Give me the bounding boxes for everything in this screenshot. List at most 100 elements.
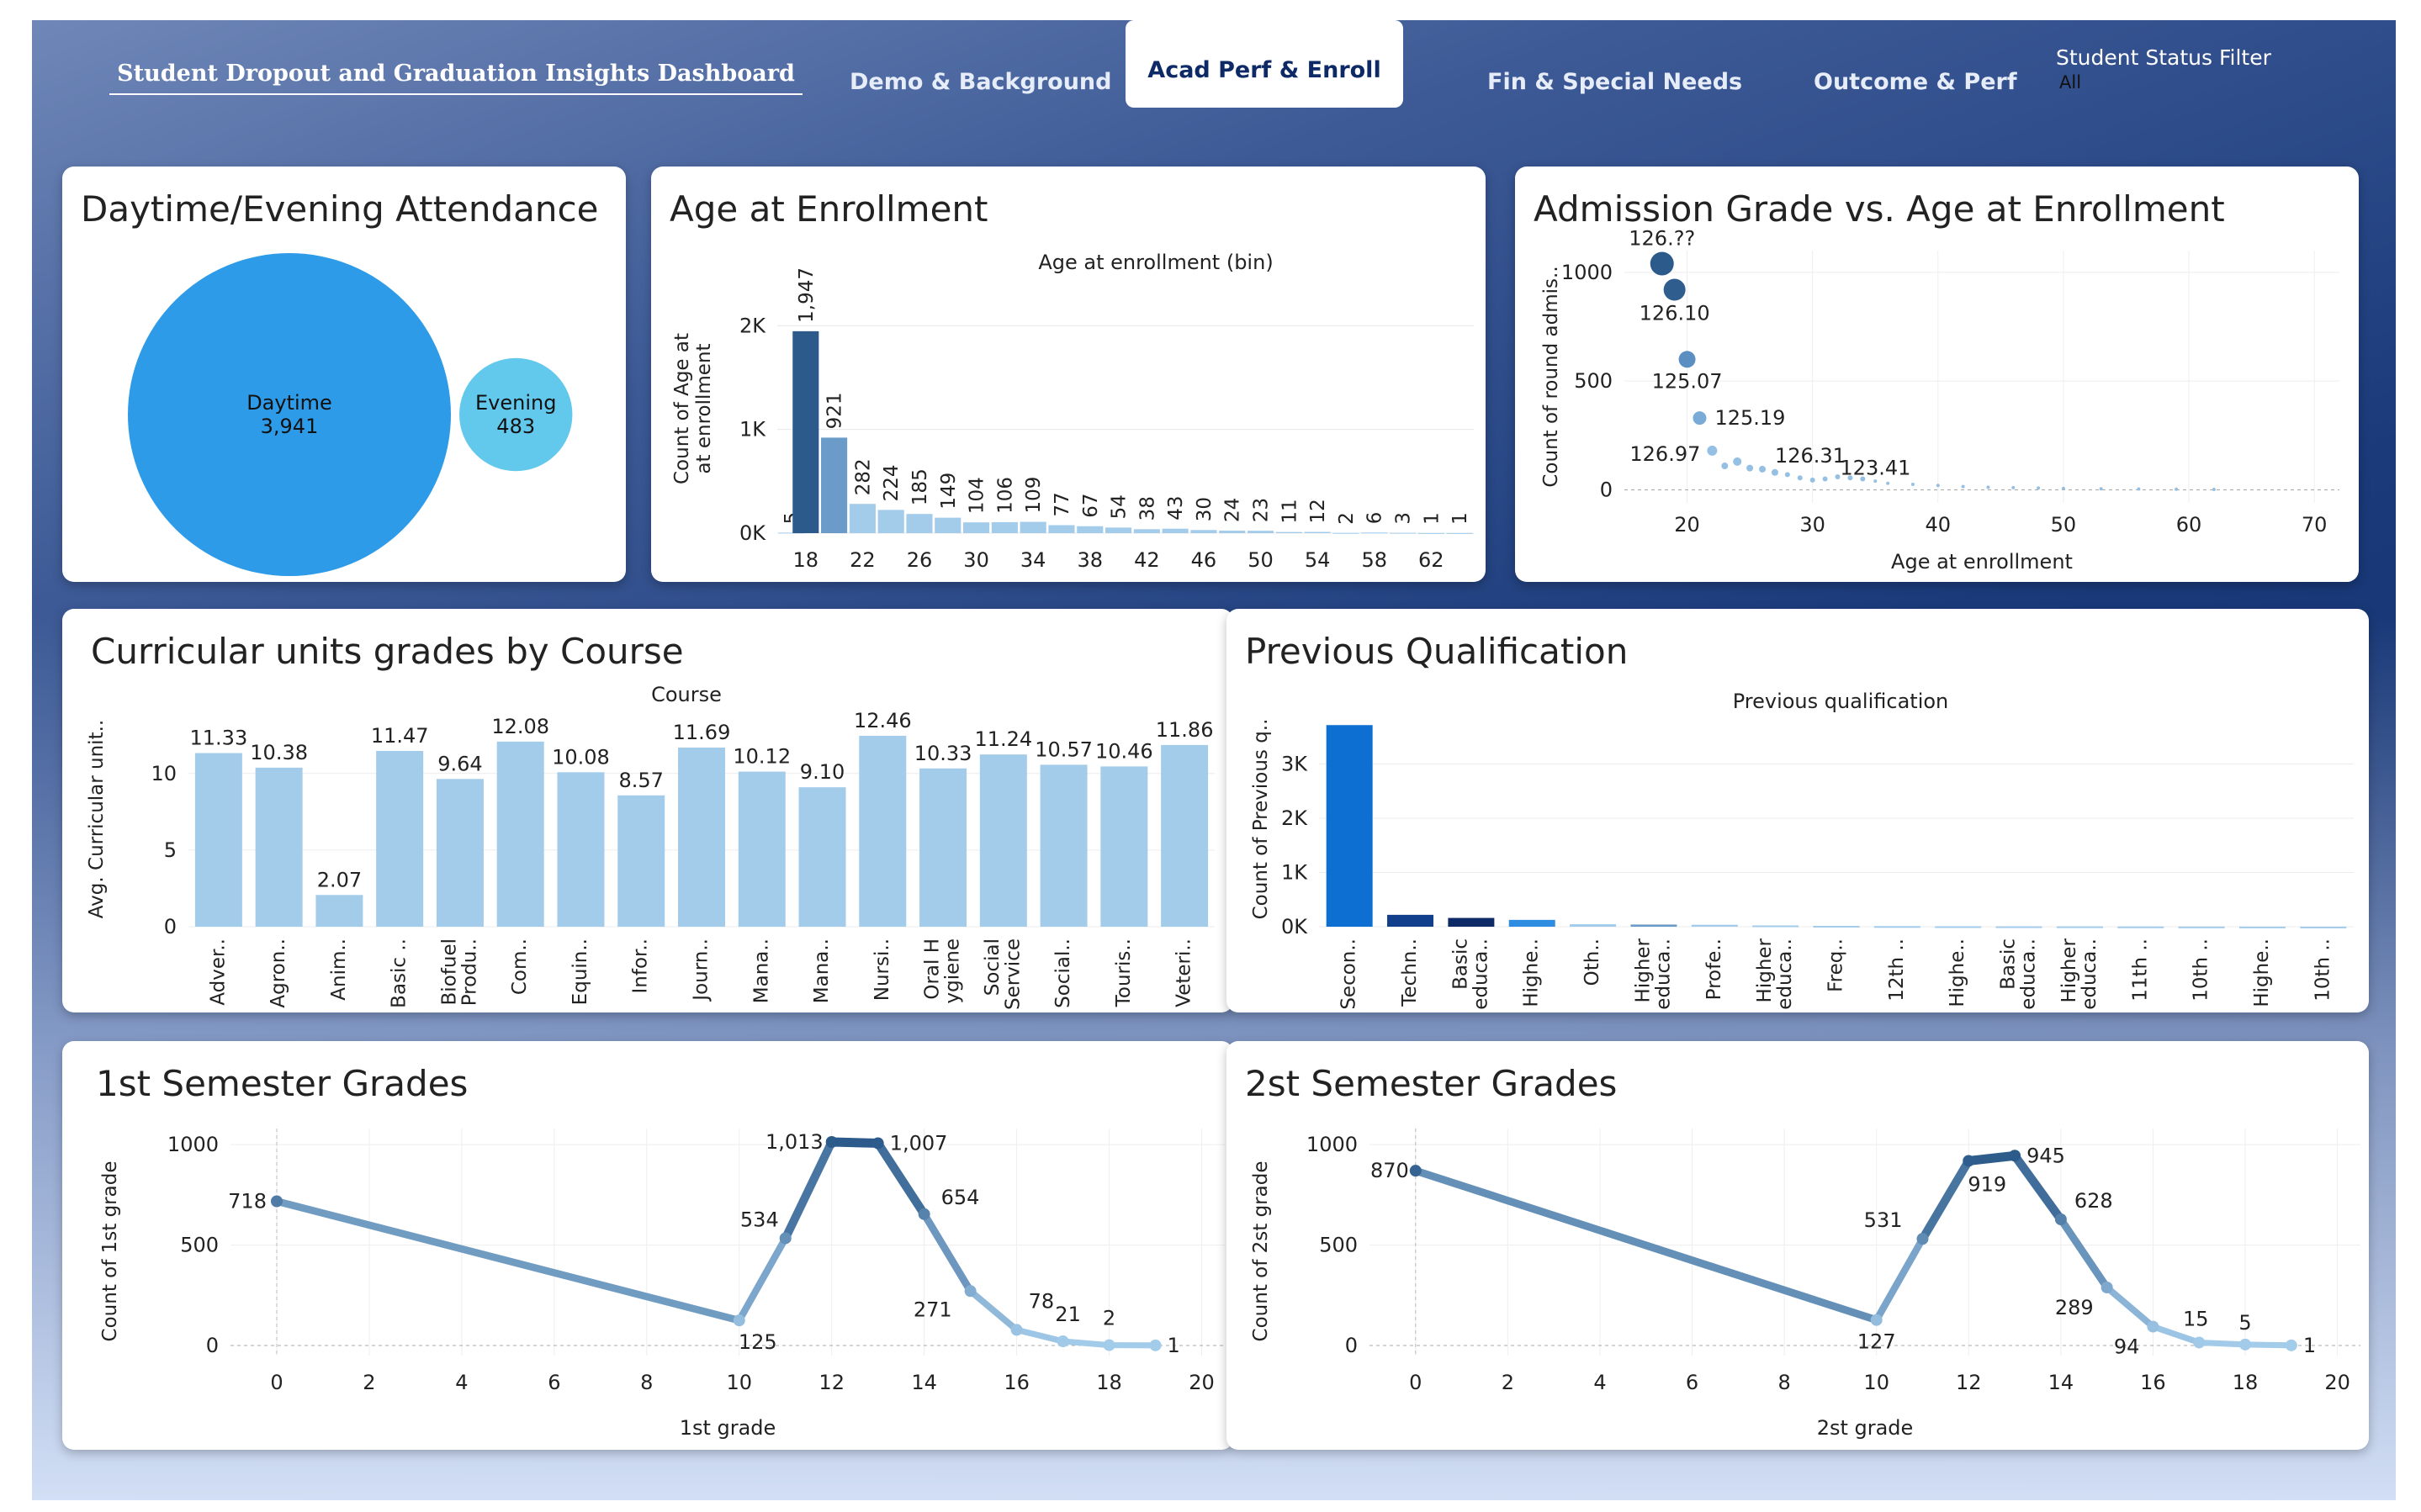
y-axis-label: Count of round admis.. xyxy=(1540,266,1562,487)
scatter-point xyxy=(1771,468,1778,476)
category-label: 10th .. xyxy=(2191,938,2212,1002)
point-label: 945 xyxy=(2026,1144,2065,1167)
bar xyxy=(979,754,1027,927)
scatter-point xyxy=(2011,485,2016,489)
card-title: Previous Qualification xyxy=(1245,631,1629,672)
category-label: Service xyxy=(1002,938,1024,1010)
card-title: Admission Grade vs. Age at Enrollment xyxy=(1534,188,2225,230)
age-bar-label: 77 xyxy=(1052,492,1073,516)
category-label: Infor.. xyxy=(630,938,652,994)
bar xyxy=(919,768,967,927)
tab-demo-background[interactable]: Demo & Background xyxy=(850,69,1112,95)
card-title: Curricular units grades by Course xyxy=(91,631,684,672)
category-label: educa.. xyxy=(2079,938,2100,1010)
tab-acad-perf-enroll[interactable]: Acad Perf & Enroll xyxy=(1126,20,1403,108)
bar xyxy=(1813,925,1860,928)
age-bar-label: 3 xyxy=(1393,512,1415,525)
point-label: 125 xyxy=(739,1330,777,1354)
x-tick-label: 12 xyxy=(1956,1371,1982,1394)
scatter-label: 126.97 xyxy=(1629,442,1700,466)
y-tick-label: 0 xyxy=(1600,478,1613,501)
age-bar-label: 6 xyxy=(1364,512,1386,525)
line-point xyxy=(2009,1150,2021,1162)
y-tick-label: 0 xyxy=(1345,1334,1358,1357)
line-segment xyxy=(920,1210,975,1295)
bar xyxy=(1326,725,1373,927)
line-point xyxy=(733,1314,745,1327)
bar xyxy=(2117,926,2164,928)
tab-outcome-perf[interactable]: Outcome & Perf xyxy=(1814,69,2017,95)
category-label: Touris.. xyxy=(1113,938,1135,1007)
age-bar xyxy=(877,510,904,533)
x-tick-label: 0 xyxy=(1409,1371,1422,1394)
point-label: 919 xyxy=(1968,1172,2006,1196)
age-bar xyxy=(1275,531,1302,533)
point-label: 271 xyxy=(914,1298,952,1321)
x-tick-label: 18 xyxy=(1096,1371,1122,1394)
point-label: 78 xyxy=(1029,1289,1055,1313)
x-tick-label: 2 xyxy=(1502,1371,1514,1394)
point-label: 1 xyxy=(1168,1334,1180,1357)
age-bar-label: 106 xyxy=(994,477,1016,514)
scatter-point xyxy=(1873,479,1878,484)
line-point xyxy=(1870,1314,1883,1326)
bar-value-label: 10.57 xyxy=(1035,737,1093,761)
point-label: 2 xyxy=(1103,1307,1115,1330)
chart-subtitle: Age at enrollment (bin) xyxy=(1038,251,1273,274)
age-bar-label: 23 xyxy=(1251,498,1273,522)
x-tick-label: 18 xyxy=(2233,1371,2259,1394)
line-segment xyxy=(1918,1156,1973,1244)
age-bar-label: 224 xyxy=(881,464,903,501)
category-label: Nursi.. xyxy=(871,938,893,1001)
bar-value-label: 2.07 xyxy=(317,868,362,891)
line-segment xyxy=(2057,1215,2111,1292)
bar xyxy=(1691,924,1738,927)
bar-value-label: 9.10 xyxy=(800,760,845,784)
x-tick-label: 14 xyxy=(2048,1371,2074,1394)
card-prevqual: Previous Qualification Previous qualific… xyxy=(1226,609,2369,1012)
bar-value-label: 11.69 xyxy=(673,721,731,744)
y-axis-label: Count of Age at xyxy=(671,333,693,484)
card-attendance: Daytime/Evening Attendance Daytime 3,941 E… xyxy=(62,167,626,582)
point-label: 289 xyxy=(2055,1296,2094,1319)
admission-chart: 20 30 40 50 60 70 0 500 1000 Age at enrollment Cou… xyxy=(1540,227,2339,574)
bar xyxy=(255,767,303,927)
bar xyxy=(2178,926,2225,928)
x-tick-label: 50 xyxy=(2051,513,2077,537)
category-label: Veteri.. xyxy=(1173,938,1195,1007)
y-tick-label: 1000 xyxy=(167,1133,219,1156)
card-title: Age at Enrollment xyxy=(670,188,988,230)
age-bar xyxy=(821,437,848,533)
age-bar xyxy=(1417,532,1444,534)
category-label: Secon.. xyxy=(1338,938,1360,1010)
age-bar xyxy=(991,521,1018,533)
age-bar-label: 1,947 xyxy=(796,267,818,323)
age-bar-label: 43 xyxy=(1165,495,1187,520)
x-tick-label: 26 xyxy=(907,548,933,572)
status-filter-select[interactable]: All xyxy=(2059,72,2082,93)
card-sem2: 2st Semester Grades 0 2 4 6 8 10 12 14 16 18 20 0 50… xyxy=(1226,1041,2369,1450)
x-tick-label: 62 xyxy=(1418,548,1444,572)
scatter-point xyxy=(2099,487,2103,491)
x-tick-label: 54 xyxy=(1305,548,1331,572)
bar xyxy=(1752,925,1799,928)
x-tick-label: 16 xyxy=(1004,1371,1030,1394)
card-sem1: 1st Semester Grades 0 2 4 6 8 10 12 14 16 18 20 0 50… xyxy=(62,1041,1233,1450)
point-label: 654 xyxy=(941,1186,980,1209)
age-bar-label: 11 xyxy=(1279,499,1301,523)
bubble-value: 483 xyxy=(496,415,535,438)
scatter-label: 126.10 xyxy=(1640,302,1710,325)
line-segment xyxy=(2149,1323,2202,1346)
line-point xyxy=(1057,1335,1069,1348)
line-point xyxy=(1963,1155,1975,1167)
tab-fin-special-needs[interactable]: Fin & Special Needs xyxy=(1487,69,1743,95)
line-segment xyxy=(967,1287,1020,1334)
point-label: 1 xyxy=(2303,1334,2316,1357)
point-label: 127 xyxy=(1857,1330,1896,1354)
line-point xyxy=(1916,1233,1929,1245)
bubble-label: Daytime xyxy=(246,391,332,415)
age-chart: Age at enrollment (bin) 0K 1K 2K Count of Ag… xyxy=(671,251,1474,572)
line-point xyxy=(871,1137,884,1150)
x-tick-label: 6 xyxy=(1686,1371,1698,1394)
x-tick-label: 12 xyxy=(818,1371,845,1394)
